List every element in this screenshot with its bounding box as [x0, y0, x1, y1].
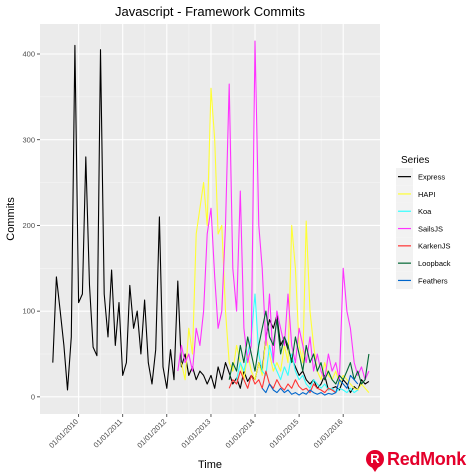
grid	[40, 24, 380, 414]
legend-label-hapi: HAPI	[418, 190, 436, 199]
x-axis-title: Time	[198, 459, 222, 471]
legend: Series Express HAPI Koa SailsJS KarkenJS Loop…	[396, 155, 451, 290]
y-axis: 0 100 200 300 400	[22, 50, 40, 401]
y-tick-label: 200	[22, 221, 35, 230]
series-line-koa	[236, 293, 359, 394]
x-tick-label: 01/01/2011	[92, 417, 125, 450]
series-line-feathers	[261, 374, 359, 396]
legend-label-loopback: Loopback	[418, 259, 451, 268]
x-tick-label: 01/01/2013	[179, 417, 212, 450]
series-line-express	[52, 44, 370, 394]
x-tick-label: 01/01/2010	[47, 417, 80, 450]
legend-label-sailsjs: SailsJS	[418, 224, 443, 233]
legend-title: Series	[401, 155, 429, 166]
series-line-loopback	[228, 310, 370, 385]
legend-label-karkenjs: KarkenJS	[418, 242, 451, 251]
series-line-sailsjs	[177, 40, 370, 381]
legend-label-koa: Koa	[418, 207, 432, 216]
redmonk-logo: R RedMonk	[366, 447, 470, 472]
y-tick-label: 400	[22, 50, 35, 59]
legend-label-express: Express	[418, 172, 445, 181]
x-tick-label: 01/01/2014	[224, 417, 257, 450]
x-tick-label: 01/01/2016	[312, 417, 345, 450]
legend-label-feathers: Feathers	[418, 276, 448, 285]
redmonk-logo-text: RedMonk	[387, 448, 466, 469]
y-tick-label: 300	[22, 135, 35, 144]
y-tick-label: 0	[31, 392, 35, 401]
chart-title: Javascript - Framework Commits	[115, 4, 305, 19]
series-lines	[52, 40, 370, 396]
y-tick-label: 100	[22, 307, 35, 316]
redmonk-logo-icon: R	[366, 450, 384, 472]
x-tick-label: 01/01/2015	[268, 417, 301, 450]
y-axis-title: Commits	[5, 197, 17, 241]
series-line-karkenjs	[228, 370, 337, 394]
x-tick-label: 01/01/2012	[135, 417, 168, 450]
x-axis: 01/01/2010 01/01/2011 01/01/2012 01/01/2013…	[47, 414, 345, 450]
